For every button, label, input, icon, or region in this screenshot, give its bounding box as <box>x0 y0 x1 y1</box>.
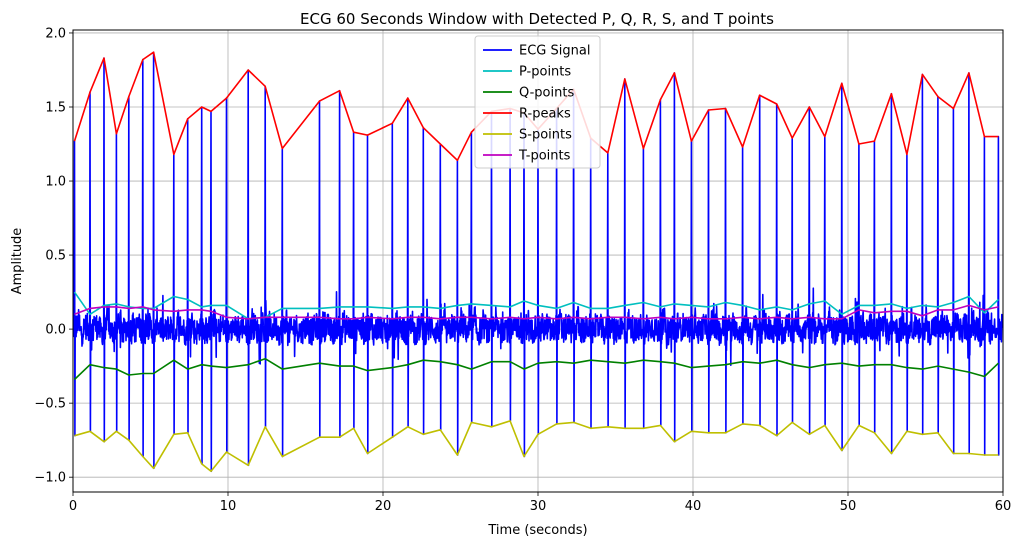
legend-label: S-points <box>519 128 572 143</box>
x-tick-label: 20 <box>375 499 392 514</box>
legend-label: R-peaks <box>519 107 571 122</box>
x-tick-label: 60 <box>995 499 1012 514</box>
legend-box <box>474 35 601 169</box>
legend-label: P-points <box>519 65 571 80</box>
legend: ECG Signal P-points Q-points R-peaks S-point… <box>474 35 601 169</box>
legend-label: T-points <box>518 149 571 164</box>
x-tick-label: 50 <box>840 499 857 514</box>
series-s-points <box>74 420 999 473</box>
legend-label: Q-points <box>519 86 574 101</box>
legend-label: ECG Signal <box>519 44 590 59</box>
y-axis-title: Amplitude <box>10 228 25 295</box>
series-q-points <box>73 357 999 381</box>
y-tick-label: 1.5 <box>45 101 66 116</box>
series-p-points <box>73 291 999 320</box>
y-tick-label: −1.0 <box>34 471 66 486</box>
x-tick-label: 30 <box>530 499 547 514</box>
x-axis-title: Time (seconds) <box>487 523 587 538</box>
x-axis-ticks: 0 10 20 30 40 50 60 <box>69 492 1011 514</box>
chart-title: ECG 60 Seconds Window with Detected P, Q… <box>300 10 774 28</box>
plot-frame <box>72 29 1004 493</box>
x-tick-label: 0 <box>69 499 77 514</box>
y-tick-label: 2.0 <box>45 26 66 41</box>
x-tick-label: 10 <box>220 499 237 514</box>
x-tick-label: 40 <box>685 499 702 514</box>
y-tick-label: 0.5 <box>45 249 66 264</box>
y-tick-label: 0.0 <box>45 323 66 338</box>
series-t-points <box>74 304 999 320</box>
y-tick-label: −0.5 <box>34 397 66 412</box>
y-axis-ticks: −1.0 −0.5 0.0 0.5 1.0 1.5 2.0 <box>34 26 73 486</box>
y-tick-label: 1.0 <box>45 175 66 190</box>
